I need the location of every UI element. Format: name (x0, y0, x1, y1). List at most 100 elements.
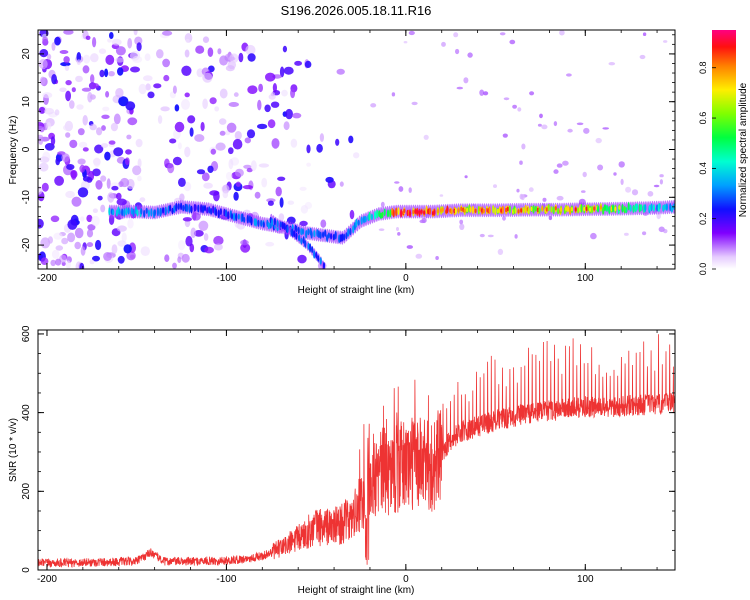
heatmap-band-cell (233, 212, 236, 222)
heatmap-noise-cell (294, 60, 302, 66)
heatmap-band-cell (295, 232, 298, 240)
heatmap-band-cell (327, 232, 330, 239)
heatmap-noise-cell (115, 57, 125, 63)
heatmap-noise-cell (181, 99, 190, 110)
heatmap-noise-cell (479, 233, 485, 238)
heatmap-noise-cell (47, 53, 52, 61)
heatmap-noise-cell (86, 177, 93, 183)
heatmap-band-cell (381, 211, 384, 219)
heatmap-noise-cell (74, 227, 84, 239)
heatmap-noise-cell (79, 262, 85, 269)
heatmap-noise-cell (157, 115, 163, 124)
heatmap-noise-cell (125, 101, 136, 111)
heatmap-band-peak (574, 207, 577, 212)
heatmap-noise-cell (139, 197, 146, 203)
snr-background (38, 330, 675, 570)
heatmap-band-cell (162, 207, 165, 214)
heatmap-noise-cell (129, 50, 141, 61)
heatmap-band-peak (474, 208, 477, 213)
heatmap-noise-cell (63, 30, 74, 35)
heatmap-band-cell (669, 203, 672, 212)
snr-series-line (38, 334, 675, 568)
heatmap-band-peak (541, 206, 544, 211)
heatmap-band-cell (313, 250, 316, 259)
heatmap-noise-cell (516, 188, 520, 193)
heatmap-band-cell (206, 207, 209, 214)
heatmap-band-cell (215, 208, 218, 216)
heatmap-band-peak (481, 208, 484, 213)
heatmap-noise-cell (509, 39, 516, 45)
heatmap-noise-cell (55, 258, 62, 266)
heatmap-noise-cell (116, 225, 127, 232)
heatmap-band-cell (347, 228, 350, 237)
heatmap-band-cell (219, 208, 222, 216)
heatmap-noise-cell (87, 224, 96, 231)
heatmap-band-peak (433, 210, 436, 215)
heatmap-noise-cell (456, 86, 463, 90)
heatmap-noise-cell (595, 137, 602, 144)
heatmap-noise-cell (502, 133, 508, 138)
heatmap-noise-cell (653, 184, 660, 188)
heatmap-noise-cell (203, 233, 209, 241)
heatmap-noise-cell (497, 248, 504, 255)
heatmap-band-peak (618, 205, 621, 210)
heatmap-noise-cell (225, 65, 235, 72)
heatmap-band-cell (262, 221, 265, 228)
heatmap-noise-cell (265, 72, 276, 82)
heatmap-noise-cell (219, 55, 229, 66)
heatmap-noise-cell (92, 255, 100, 262)
heatmap-noise-cell (300, 205, 309, 214)
heatmap-noise-cell (100, 143, 109, 148)
heatmap-band-cell (326, 234, 329, 243)
heatmap-noise-cell (172, 85, 177, 94)
heatmap-band-peak (520, 208, 523, 213)
heatmap-noise-cell (117, 240, 127, 247)
heatmap-noise-cell (624, 232, 629, 236)
heatmap-noise-cell (96, 127, 103, 136)
heatmap-noise-cell (415, 253, 423, 259)
heatmap-band-cell (311, 246, 314, 253)
heatmap-band-cell (271, 218, 274, 227)
heatmap-band-peak (570, 207, 574, 212)
heatmap-band-peak (545, 207, 548, 212)
heatmap-noise-cell (207, 47, 214, 57)
heatmap-noise-cell (397, 232, 401, 236)
heatmap-band-cell (603, 204, 607, 212)
heatmap-noise-cell (562, 160, 569, 166)
heatmap-band-cell (501, 205, 504, 215)
heatmap-noise-cell (512, 104, 517, 109)
heatmap-noise-cell (463, 77, 469, 84)
heatmap-band-cell (210, 207, 213, 215)
heatmap-noise-cell (42, 92, 53, 99)
heatmap-noise-cell (41, 182, 49, 192)
heatmap-noise-cell (502, 216, 506, 221)
heatmap-noise-cell (219, 130, 226, 136)
snr-y-axis: 0 200 400 600 (21, 325, 675, 573)
heatmap-noise-cell (174, 121, 185, 133)
heatmap-noise-cell (282, 45, 287, 53)
heatmap-noise-cell (76, 104, 84, 110)
heatmap-noise-cell (94, 144, 104, 154)
heatmap-noise-cell (419, 219, 426, 224)
heatmap-noise-cell (59, 50, 69, 54)
heatmap-noise-cell (89, 259, 95, 265)
heatmap-noise-cell (597, 164, 604, 171)
heatmap-band-cell (392, 209, 395, 218)
heatmap-noise-cell (90, 74, 95, 84)
heatmap-noise-cell (370, 103, 377, 108)
heatmap-noise-cell (658, 226, 665, 233)
heatmap-noise-cell (184, 49, 190, 58)
heatmap-band-cell (150, 208, 153, 217)
heatmap-noise-cell (59, 87, 67, 93)
heatmap-noise-cell (82, 115, 88, 126)
heatmap-noise-cell (107, 38, 112, 43)
heatmap-noise-cell (467, 52, 473, 58)
heatmap-band-cell (230, 213, 234, 220)
heatmap-noise-cell (55, 157, 60, 166)
heatmap-noise-cell (320, 219, 327, 228)
heatmap-noise-cell (380, 201, 385, 208)
heatmap-noise-cell (519, 193, 524, 200)
heatmap-noise-cell (137, 175, 142, 182)
heatmap-noise-cell (270, 101, 280, 108)
heatmap-band-cell (623, 205, 626, 214)
